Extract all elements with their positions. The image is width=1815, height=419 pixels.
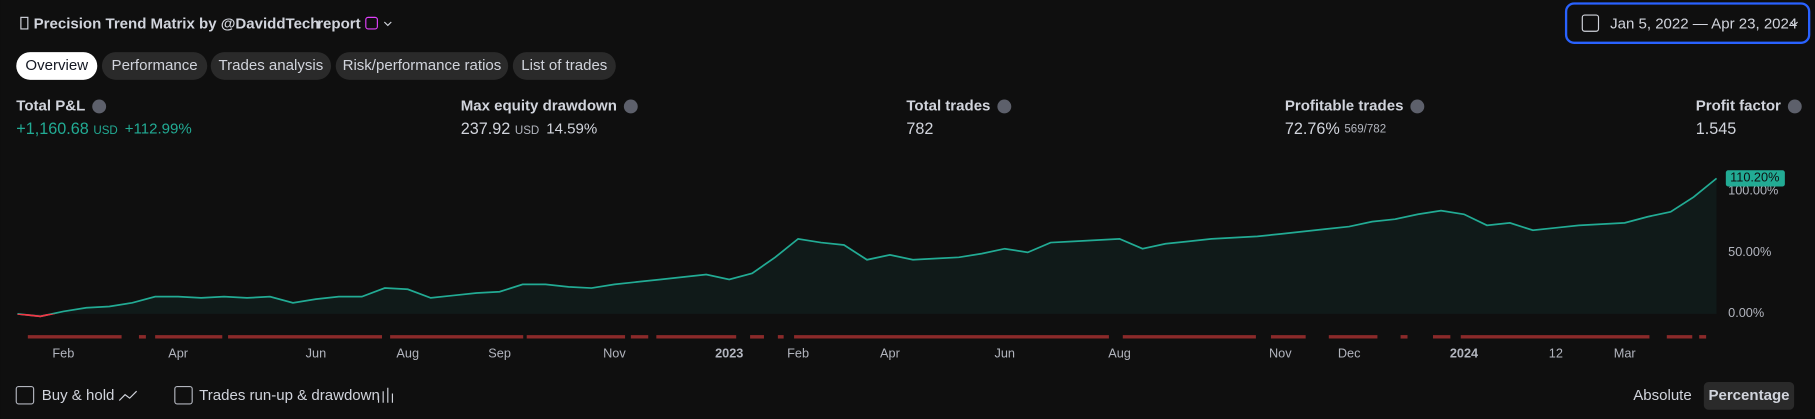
x-tick-label: Feb <box>787 346 809 361</box>
info-icon <box>1787 99 1802 114</box>
report-label[interactable]: report <box>317 15 360 32</box>
icon <box>20 16 29 30</box>
y-tick-label: 50.00% <box>1728 244 1771 259</box>
percentage-toggle[interactable]: Percentage <box>1708 387 1789 404</box>
metric-value: 782 <box>906 120 933 138</box>
x-tick-label: Dec <box>1338 346 1361 361</box>
info-icon <box>1410 99 1425 114</box>
metric-value: 72.76% <box>1285 120 1340 138</box>
last-value-badge <box>1725 170 1785 187</box>
y-tick-label: 0.00% <box>1728 305 1764 320</box>
tab[interactable]: Trades analysis <box>219 57 324 74</box>
metric-label: Max equity drawdown <box>461 97 617 114</box>
metric-label: Profit factor <box>1696 97 1781 114</box>
x-tick-label: Apr <box>168 346 189 361</box>
icon <box>365 16 378 30</box>
metric-value: 237.92 <box>461 120 511 138</box>
x-tick-label: Sep <box>488 346 511 361</box>
x-tick-label: 2024 <box>1450 346 1478 361</box>
date-range-button[interactable] <box>1564 2 1811 44</box>
x-tick-label: Feb <box>52 346 74 361</box>
tab-bg[interactable] <box>210 52 332 80</box>
icon <box>377 387 394 403</box>
metric-extra: 569/782 <box>1344 124 1386 136</box>
x-tick-label: Nov <box>603 346 626 361</box>
buy-hold-label[interactable]: Buy & hold <box>42 387 115 404</box>
x-tick-label: Jun <box>995 346 1016 361</box>
info-icon <box>623 99 638 114</box>
chevron <box>1790 21 1798 27</box>
area <box>17 178 1717 317</box>
last-value-label: 110.20% <box>1730 170 1779 185</box>
tab-bg[interactable] <box>512 52 616 80</box>
metric-value: +1,160.68 <box>16 120 88 138</box>
runup-label[interactable]: Trades run-up & drawdown <box>199 387 380 404</box>
line <box>17 177 1718 318</box>
tab-bg[interactable] <box>101 52 208 80</box>
metric-value: 1.545 <box>1696 120 1737 138</box>
metric-label: Total trades <box>906 97 990 114</box>
title: Precision Trend Matrix by @DaviddTech <box>34 15 320 32</box>
metric-label: Total P&L <box>16 97 85 114</box>
x-tick-label: Mar <box>1614 346 1637 361</box>
info-icon <box>997 99 1012 114</box>
metric-extra: +112.99% <box>125 121 192 138</box>
percentage-toggle-bg[interactable] <box>1703 381 1795 410</box>
tab[interactable]: List of trades <box>521 57 607 74</box>
metric-label: Profitable trades <box>1285 97 1404 114</box>
x-tick-label: Aug <box>1108 346 1131 361</box>
chevron <box>383 21 392 27</box>
date-range[interactable]: Jan 5, 2022 — Apr 23, 2024 <box>1610 15 1797 32</box>
tab[interactable]: Overview <box>25 57 88 74</box>
metric-extra: 14.59% <box>546 121 597 138</box>
tab-bg[interactable] <box>335 52 509 80</box>
tab[interactable]: Risk/performance ratios <box>343 57 502 74</box>
tab-bar: Overview Performance Trades analysis Risk/p… <box>16 52 616 80</box>
icon <box>118 390 138 401</box>
x-tick-label: Apr <box>880 346 901 361</box>
absolute-toggle[interactable]: Absolute <box>1633 387 1692 404</box>
metric-unit: USD <box>93 125 117 137</box>
x-tick-label: Aug <box>396 346 419 361</box>
checkbox[interactable] <box>15 386 35 405</box>
metric-unit: USD <box>515 125 539 137</box>
x-tick-label: 12 <box>1549 346 1563 361</box>
x-tick-label: 2023 <box>715 346 743 361</box>
tab[interactable]: Performance <box>112 57 198 74</box>
chart: 0.00%50.00%100.00%Feb Apr Jun Aug Sep Nov 2023… <box>17 170 1785 361</box>
info-icon <box>92 99 107 114</box>
x-tick-label: Nov <box>1269 346 1292 361</box>
metrics: Total P&L +1,160.68 USD +112.99% Max equity … <box>16 97 1802 138</box>
calendar-icon <box>1581 14 1600 32</box>
tab-bg[interactable] <box>16 52 98 80</box>
checkbox[interactable] <box>174 386 193 405</box>
x-tick-label: Jun <box>306 346 327 361</box>
